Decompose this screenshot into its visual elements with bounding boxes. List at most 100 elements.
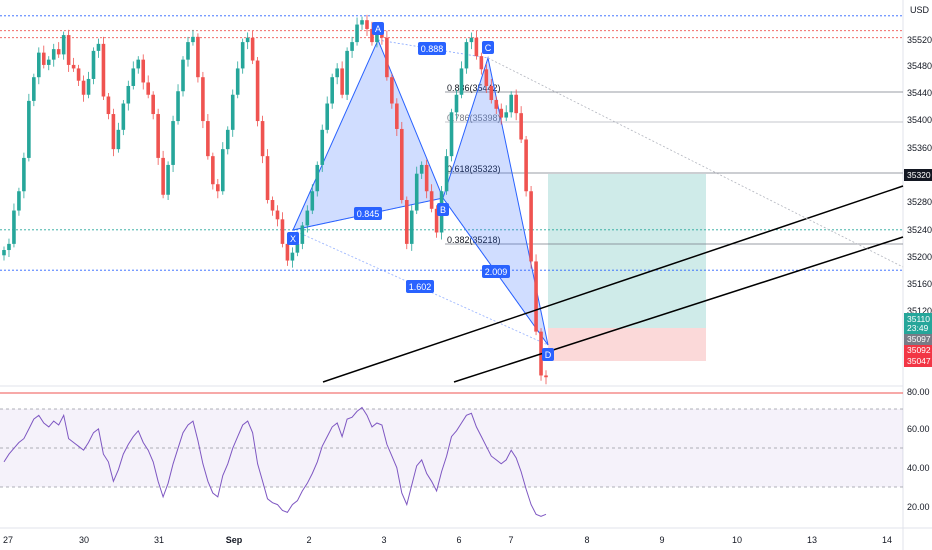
candle-body xyxy=(181,59,185,92)
price-tick: 35200 xyxy=(907,252,932,262)
fib-label-0618: 0.618(35323) xyxy=(447,164,501,174)
candle-body xyxy=(300,225,305,244)
candle-body xyxy=(414,173,419,211)
candle-body xyxy=(171,121,175,165)
candle-body xyxy=(230,94,235,130)
candle-body xyxy=(2,250,6,256)
candle-body xyxy=(86,78,91,95)
candle-body xyxy=(370,28,374,43)
candle-body xyxy=(211,156,215,185)
rsi-tick: 40.00 xyxy=(907,463,930,473)
candle-body xyxy=(355,24,359,43)
candle-body xyxy=(126,85,131,104)
candle-body xyxy=(136,59,141,69)
price-tag-red-2-text: 35047 xyxy=(907,356,931,366)
point-label-d: D xyxy=(545,350,552,360)
candle-body xyxy=(489,85,494,101)
time-tick: 3 xyxy=(381,535,386,545)
candle-body xyxy=(245,37,250,43)
price-tag-gray: 35097 xyxy=(904,334,932,345)
candle-body xyxy=(444,156,449,192)
time-tick: 14 xyxy=(882,535,892,545)
candlestick-series[interactable] xyxy=(2,14,548,385)
ratio-label-xd[interactable]: 1.602 xyxy=(406,280,434,293)
candle-body xyxy=(419,164,424,174)
rsi-tick: 20.00 xyxy=(907,502,930,512)
price-tag-last: 35110 23:49 xyxy=(904,313,932,334)
projection-line[interactable] xyxy=(487,57,904,268)
point-badge-b[interactable]: B xyxy=(437,203,449,216)
pattern-triangle-xab xyxy=(292,38,444,231)
candle-body xyxy=(469,37,474,43)
candle-body xyxy=(166,164,170,195)
price-tick: 35120 xyxy=(907,306,932,316)
currency-label: USD xyxy=(910,5,930,15)
candle-body xyxy=(22,157,26,192)
candle-body xyxy=(270,200,275,211)
ratio-label-xb[interactable]: 0.845 xyxy=(354,207,382,220)
price-tick: 35440 xyxy=(907,88,932,98)
candle-body xyxy=(399,128,404,201)
horizontal-levels[interactable] xyxy=(0,15,903,394)
candle-body xyxy=(220,149,225,192)
fib-label-0786: 0.786(35398) xyxy=(447,113,501,123)
candle-body xyxy=(325,103,330,130)
candle-body xyxy=(499,108,504,118)
candle-body xyxy=(225,129,230,150)
time-tick: 7 xyxy=(508,535,513,545)
fib-label-0382: 0.382(35218) xyxy=(447,235,501,245)
price-tick: 35400 xyxy=(907,115,932,125)
candle-body xyxy=(27,100,31,158)
candle-body xyxy=(360,20,364,25)
point-badge-x[interactable]: X xyxy=(287,232,299,245)
candle-body xyxy=(265,156,270,201)
price-tag-red-2: 35047 xyxy=(904,356,932,367)
point-badge-a[interactable]: A xyxy=(372,22,384,35)
candle-body xyxy=(280,219,285,244)
candle-body xyxy=(235,68,240,95)
time-tick: 2 xyxy=(306,535,311,545)
candle-body xyxy=(37,52,41,78)
time-tick: 31 xyxy=(154,535,164,545)
candle-body xyxy=(66,35,71,65)
candle-body xyxy=(101,43,106,97)
candle-body xyxy=(56,49,61,55)
candle-body xyxy=(534,261,538,332)
ratio-label-ac[interactable]: 0.888 xyxy=(418,42,446,55)
point-badge-c[interactable]: C xyxy=(482,41,494,54)
candle-body xyxy=(330,77,334,104)
price-tag-last-text: 35110 xyxy=(907,314,930,324)
time-axis[interactable]: 27 30 31 Sep 2 3 6 7 8 9 10 13 14 xyxy=(3,535,892,545)
candle-body xyxy=(404,200,409,244)
candle-body xyxy=(146,82,151,95)
candle-body xyxy=(186,42,190,60)
candle-body xyxy=(395,103,399,129)
candle-body xyxy=(484,69,489,86)
price-axis[interactable]: 35520 35480 35440 35400 35360 35280 3524… xyxy=(907,35,932,316)
candle-body xyxy=(96,43,101,51)
position-loss-zone[interactable] xyxy=(548,328,706,361)
candle-body xyxy=(494,100,499,109)
rsi-axis[interactable]: 80.00 60.00 40.00 20.00 xyxy=(907,387,930,512)
candle-body xyxy=(409,210,414,244)
candle-body xyxy=(12,210,16,244)
price-tick: 35240 xyxy=(907,225,932,235)
price-tag-red-1-text: 35092 xyxy=(907,345,931,355)
candle-body xyxy=(161,157,165,195)
candle-body xyxy=(514,94,518,114)
position-profit-zone[interactable] xyxy=(548,174,706,328)
ratio-text-xd: 1.602 xyxy=(409,282,432,292)
candle-body xyxy=(116,129,121,150)
candle-body xyxy=(290,252,295,261)
time-tick: 6 xyxy=(456,535,461,545)
candle-body xyxy=(196,36,200,78)
ratio-label-bd[interactable]: 2.009 xyxy=(482,265,510,278)
point-badge-d[interactable]: D xyxy=(542,348,554,361)
candle-body xyxy=(429,191,434,209)
trendline-lower[interactable] xyxy=(453,236,904,383)
time-tick: 10 xyxy=(732,535,742,545)
candle-body xyxy=(295,243,300,253)
fib-label-0886: 0.886(35442) xyxy=(447,83,501,93)
candle-body xyxy=(305,210,310,226)
